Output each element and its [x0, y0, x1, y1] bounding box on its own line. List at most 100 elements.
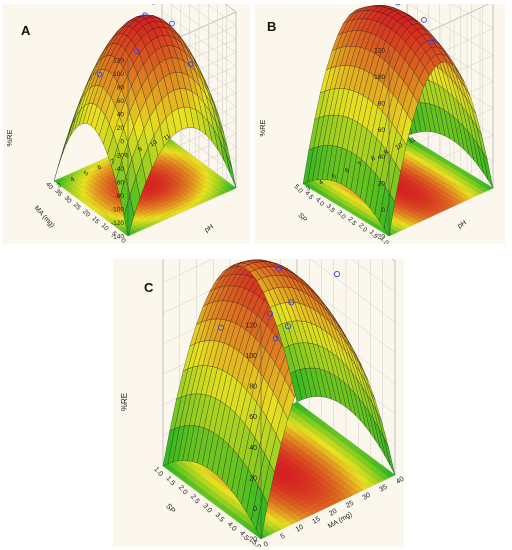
- y-axis-title: SP: [164, 502, 177, 515]
- design-point-2: [133, 48, 140, 55]
- z-tick-label: -20: [115, 152, 125, 159]
- x-tick-label: 2.0: [357, 222, 369, 234]
- z-axis-title: %RE: [5, 129, 14, 146]
- z-tick-label: 100: [245, 353, 257, 360]
- design-point-1: [395, 4, 401, 6]
- x-tick-label: 30: [63, 195, 73, 205]
- surface-plot-a: 120100806040200-20-40-60-80-100-120-140%…: [5, 4, 237, 244]
- y-tick-label: 1.5: [165, 475, 177, 487]
- z-tick-label: -20: [247, 537, 257, 544]
- y-tick-label: 4: [69, 176, 76, 184]
- z-tick-label: 60: [249, 414, 257, 421]
- x-tick-label: 40: [395, 476, 404, 486]
- design-point-2: [333, 270, 341, 278]
- x-tick-label: 5: [110, 230, 118, 238]
- y-tick-label: 8: [123, 152, 130, 160]
- y-axis-title: pH: [204, 223, 215, 234]
- x-tick-label: 4.5: [303, 190, 315, 202]
- z-axis: 120100806040200-20-40-60-80-100-120-140%…: [5, 58, 129, 241]
- x-tick-label: 30: [362, 492, 372, 502]
- z-tick-label: -120: [111, 220, 124, 227]
- y-axis-title: pH: [457, 219, 468, 230]
- y-tick-label: 7: [110, 158, 117, 166]
- design-point-7: [272, 335, 279, 342]
- design-point-1: [275, 265, 283, 272]
- y-tick-label: 5: [331, 173, 338, 181]
- y-tick-label: 4.0: [226, 521, 238, 533]
- x-tick-label: 2.5: [346, 216, 358, 228]
- x-tick-label: 3.5: [325, 203, 337, 215]
- x-tick-label: 1.5: [368, 229, 380, 241]
- y-tick-label: 10: [394, 142, 404, 152]
- response-surface: [53, 14, 237, 237]
- panel-label-c: C: [144, 280, 154, 295]
- y-tick-label: 5.0: [250, 539, 262, 547]
- y-tick-label: 3.0: [201, 503, 213, 515]
- y-tick-label: 1.0: [152, 466, 164, 478]
- z-tick-label: 40: [117, 112, 125, 119]
- z-tick-label: 80: [378, 101, 386, 108]
- x-tick-label: 25: [72, 202, 82, 212]
- x-axis-title: SP: [296, 212, 308, 224]
- x-tick-label: 35: [53, 188, 63, 198]
- x-tick-label: 5.0: [292, 183, 304, 195]
- z-tick-label: -100: [111, 206, 124, 213]
- z-tick-label: 60: [117, 98, 125, 105]
- z-tick-label: 100: [374, 74, 385, 81]
- x-tick-label: 35: [378, 484, 388, 494]
- z-axis: 120 100 80 60 40 20 0 -20 %RE: [258, 48, 390, 241]
- z-tick-label: 20: [378, 180, 386, 187]
- surface-plot-c: 120100806040200-20%RE0510152025303540MA …: [120, 259, 404, 547]
- x-tick-label: 15: [90, 215, 100, 225]
- y-tick-label: 8: [370, 155, 377, 163]
- y-tick-label: 5: [83, 170, 90, 178]
- design-points: [96, 4, 194, 78]
- z-tick-label: 40: [378, 154, 386, 161]
- z-tick-label: -60: [115, 179, 125, 186]
- design-point-2: [421, 17, 427, 23]
- z-tick-label: 120: [245, 323, 257, 330]
- design-point-3: [429, 38, 436, 45]
- design-point-4: [288, 299, 295, 306]
- z-tick-label: 120: [374, 48, 385, 55]
- x-tick-label: 5: [280, 533, 287, 541]
- x-tick-label: 40: [44, 181, 54, 191]
- design-point-6: [284, 323, 292, 330]
- z-tick-label: 0: [253, 506, 257, 513]
- z-tick-label: 40: [249, 445, 257, 452]
- design-point-4: [169, 20, 175, 27]
- x-tick-label: 15: [311, 516, 321, 526]
- y-tick-label: 6: [96, 164, 103, 172]
- x-tick-label: 3.0: [335, 209, 347, 221]
- design-point-5: [187, 61, 194, 68]
- y-tick-label: 4: [318, 179, 325, 187]
- design-point-6: [96, 71, 103, 78]
- x-tick-label: 0: [119, 237, 127, 244]
- y-tick-label: 2.5: [189, 493, 201, 505]
- z-axis-title: %RE: [258, 119, 267, 136]
- y-tick-label: 3: [305, 185, 312, 193]
- z-tick-label: 100: [113, 71, 124, 78]
- z-axis-title: %RE: [120, 393, 129, 411]
- x-tick-label: 0: [263, 541, 270, 547]
- panel-a: 120 100 80 60 40 20 0 -20 -40 -60 -80 -100 -120 -140%…: [3, 4, 250, 244]
- design-point-3: [266, 310, 274, 317]
- y-tick-label: 6: [344, 167, 351, 175]
- z-axis: 120 100 80 60 40 20 0 -20 %RE: [120, 323, 262, 544]
- z-tick-label: 80: [117, 85, 125, 92]
- x-tick-label: 1.0: [378, 235, 390, 244]
- x-tick-label: 10: [100, 222, 110, 232]
- response-surface: [162, 259, 396, 540]
- z-tick-label: 120: [113, 58, 124, 65]
- design-points: [395, 4, 436, 45]
- y-tick-label: 11: [162, 133, 172, 143]
- z-tick-label: -20: [376, 234, 386, 241]
- z-tick-label: 20: [249, 475, 257, 482]
- y-tick-label: 9: [137, 146, 144, 154]
- z-tick-label: -40: [115, 166, 125, 173]
- y-tick-label: 7: [357, 161, 364, 169]
- x-axis-title: MA (mg): [33, 205, 56, 229]
- panel-label-b: B: [267, 19, 277, 34]
